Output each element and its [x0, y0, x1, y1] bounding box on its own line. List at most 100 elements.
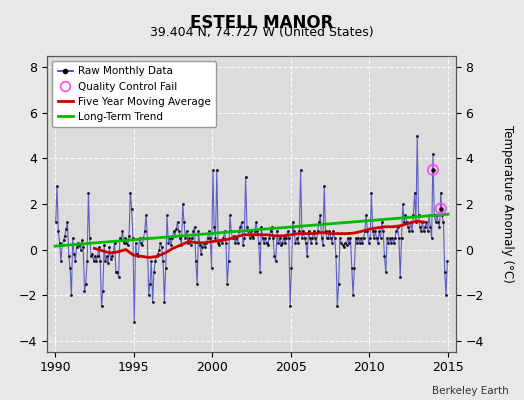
- Point: [177, 242, 185, 248]
- Point: [159, 258, 167, 264]
- Point: [240, 235, 248, 241]
- Point: [59, 237, 68, 244]
- Point: [274, 240, 282, 246]
- Point: [105, 244, 114, 250]
- Point: [53, 182, 61, 189]
- Point: [193, 280, 201, 287]
- Point: [67, 292, 75, 298]
- Point: [57, 258, 65, 264]
- Point: [101, 258, 110, 264]
- Point: [99, 287, 107, 294]
- Point: [244, 228, 253, 234]
- Point: [140, 228, 149, 234]
- Point: [381, 269, 390, 276]
- Point: [71, 258, 80, 264]
- Point: [263, 240, 271, 246]
- Point: [430, 212, 439, 218]
- Point: [62, 226, 70, 232]
- Point: [78, 237, 86, 244]
- Point: [137, 240, 145, 246]
- Point: [103, 253, 111, 260]
- Point: [341, 240, 350, 246]
- Point: [414, 212, 423, 218]
- Point: [434, 219, 442, 226]
- Point: [435, 224, 444, 230]
- Point: [321, 228, 330, 234]
- Point: [243, 224, 251, 230]
- Point: [273, 228, 281, 234]
- Point: [305, 235, 314, 241]
- Point: [378, 219, 386, 226]
- Point: [172, 226, 180, 232]
- Point: [219, 235, 227, 241]
- Point: [85, 235, 94, 241]
- Point: [313, 228, 322, 234]
- Point: [367, 190, 376, 196]
- Point: [311, 235, 319, 241]
- Point: [63, 219, 72, 226]
- Point: [198, 244, 206, 250]
- Point: [179, 201, 187, 207]
- Point: [276, 235, 284, 241]
- Point: [158, 244, 166, 250]
- Legend: Raw Monthly Data, Quality Control Fail, Five Year Moving Average, Long-Term Tren: Raw Monthly Data, Quality Control Fail, …: [52, 61, 216, 127]
- Point: [285, 235, 293, 241]
- Point: [307, 240, 315, 246]
- Point: [200, 240, 208, 246]
- Point: [388, 235, 397, 241]
- Point: [391, 235, 399, 241]
- Point: [248, 233, 256, 239]
- Point: [291, 240, 300, 246]
- Point: [365, 240, 373, 246]
- Point: [208, 264, 216, 271]
- Point: [333, 303, 342, 310]
- Point: [340, 244, 348, 250]
- Point: [294, 240, 302, 246]
- Point: [402, 219, 411, 226]
- Point: [247, 228, 255, 234]
- Point: [206, 235, 214, 241]
- Point: [297, 167, 305, 173]
- Point: [51, 219, 60, 226]
- Point: [152, 253, 161, 260]
- Point: [201, 244, 209, 250]
- Point: [417, 228, 425, 234]
- Point: [347, 264, 356, 271]
- Point: [97, 303, 106, 310]
- Point: [266, 228, 275, 234]
- Point: [396, 274, 405, 280]
- Point: [239, 242, 247, 248]
- Point: [164, 240, 172, 246]
- Point: [342, 242, 351, 248]
- Point: [56, 240, 64, 246]
- Point: [290, 228, 298, 234]
- Point: [106, 256, 115, 262]
- Point: [425, 212, 433, 218]
- Point: [114, 274, 123, 280]
- Point: [174, 228, 183, 234]
- Point: [203, 235, 212, 241]
- Point: [171, 233, 179, 239]
- Point: [224, 258, 233, 264]
- Point: [218, 240, 226, 246]
- Point: [121, 235, 129, 241]
- Point: [394, 224, 402, 230]
- Text: 39.404 N, 74.727 W (United States): 39.404 N, 74.727 W (United States): [150, 26, 374, 39]
- Point: [323, 235, 331, 241]
- Point: [423, 228, 432, 234]
- Point: [261, 235, 269, 241]
- Point: [376, 235, 385, 241]
- Point: [142, 212, 150, 218]
- Point: [303, 253, 311, 260]
- Point: [412, 219, 420, 226]
- Point: [54, 228, 62, 234]
- Point: [176, 235, 184, 241]
- Point: [368, 228, 377, 234]
- Point: [268, 224, 276, 230]
- Point: [331, 235, 339, 241]
- Point: [237, 219, 246, 226]
- Point: [150, 269, 158, 276]
- Point: [122, 240, 130, 246]
- Point: [354, 235, 363, 241]
- Point: [188, 235, 196, 241]
